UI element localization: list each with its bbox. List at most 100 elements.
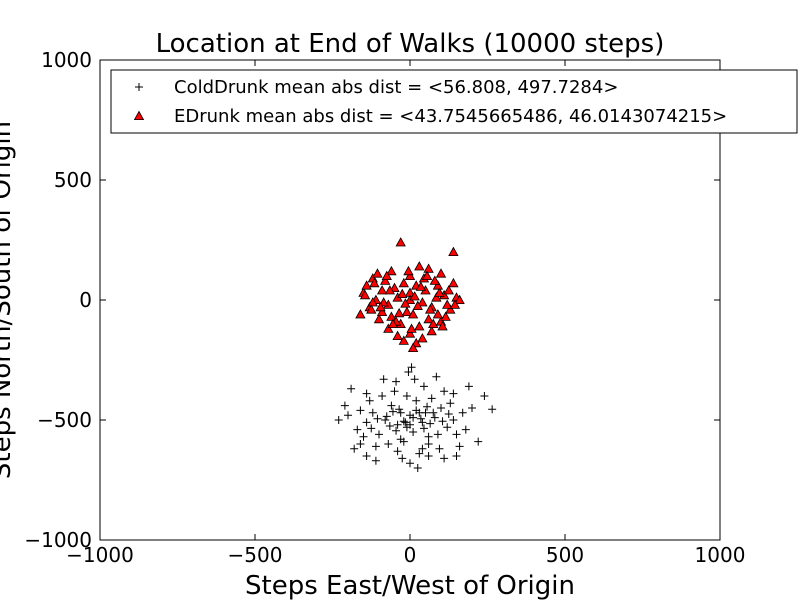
data-point (393, 307, 405, 318)
data-point (448, 246, 459, 256)
data-point (384, 285, 396, 295)
data-point (488, 405, 497, 414)
data-point (419, 382, 428, 391)
data-point (406, 323, 417, 333)
data-point (415, 281, 427, 291)
data-point (414, 261, 425, 271)
data-point (387, 401, 396, 410)
data-point (414, 321, 425, 331)
data-point (353, 425, 362, 434)
data-point (440, 454, 449, 463)
data-point (415, 408, 424, 417)
data-point (383, 323, 394, 333)
data-point (380, 275, 391, 285)
data-point (432, 309, 444, 319)
data-point (397, 288, 408, 298)
data-point (461, 425, 470, 434)
data-point (392, 377, 401, 386)
data-point (454, 294, 465, 304)
data-point (401, 418, 410, 427)
data-point (381, 270, 392, 280)
data-point (387, 318, 399, 328)
data-point (443, 423, 452, 432)
data-point (392, 426, 401, 435)
data-point (402, 423, 411, 432)
data-point (412, 300, 423, 310)
data-point (368, 408, 377, 417)
data-point (376, 285, 388, 295)
data-point (423, 402, 432, 411)
data-point (340, 401, 349, 410)
data-point (367, 424, 376, 433)
data-point (424, 440, 433, 448)
data-point (386, 265, 397, 276)
data-point (344, 411, 352, 420)
data-point (464, 382, 473, 391)
data-point (424, 452, 433, 460)
data-point (409, 413, 418, 422)
data-point (407, 363, 416, 372)
data-point (452, 430, 461, 439)
data-point (392, 330, 403, 340)
data-point (407, 342, 419, 352)
data-point (440, 387, 449, 396)
data-point (416, 414, 425, 423)
data-point (369, 277, 380, 288)
y-tick-label: 0 (79, 288, 92, 312)
data-point (396, 435, 405, 444)
data-point (429, 408, 438, 417)
data-point (398, 335, 409, 345)
data-point (430, 413, 439, 422)
data-point (393, 447, 402, 456)
data-point (419, 424, 428, 433)
data-point (424, 432, 433, 441)
legend-marker-plus (135, 83, 143, 91)
y-axis-title: Steps North/South of Origin (0, 121, 17, 479)
axis-ticks: −1000 −500 0 500 1000 −1000 −500 0 500 1000 (24, 48, 745, 567)
data-point (382, 412, 391, 421)
data-point (421, 270, 433, 280)
data-point (409, 428, 418, 436)
data-point (373, 313, 385, 324)
data-point (431, 292, 442, 302)
data-point (449, 389, 458, 398)
y-tick-label: 1000 (41, 48, 92, 72)
data-point (426, 419, 435, 428)
data-point (350, 444, 359, 453)
x-tick-label: 0 (404, 543, 417, 567)
data-point (362, 389, 371, 398)
x-tick-label: 500 (546, 543, 584, 567)
data-point (428, 318, 439, 328)
data-point (480, 392, 489, 400)
data-point (412, 396, 421, 405)
x-tick-label: −1000 (66, 543, 134, 567)
data-point (474, 437, 483, 446)
data-point (404, 328, 416, 338)
data-point (449, 299, 461, 309)
x-tick-label: 1000 (695, 543, 746, 567)
data-point (398, 277, 409, 288)
data-point (347, 384, 356, 393)
data-point (399, 417, 408, 426)
data-point (442, 299, 453, 309)
y-tick-label: −500 (37, 408, 92, 432)
data-point (385, 422, 394, 430)
data-point (423, 313, 434, 324)
legend-label: ColdDrunk mean abs dist = <56.808, 497.7… (174, 77, 618, 98)
data-point (468, 404, 476, 412)
data-point (413, 464, 422, 472)
series-colddrunk (334, 363, 497, 472)
legend-marker-triangle (133, 110, 145, 120)
data-point (433, 430, 442, 439)
data-point (404, 368, 413, 376)
data-point (437, 404, 445, 412)
data-point (415, 449, 424, 458)
data-point (423, 263, 434, 273)
data-point (458, 408, 467, 417)
data-point (401, 306, 413, 316)
data-point (359, 289, 371, 300)
data-point (371, 442, 380, 451)
data-point (402, 392, 411, 400)
data-point (406, 459, 414, 468)
data-point (403, 265, 414, 276)
